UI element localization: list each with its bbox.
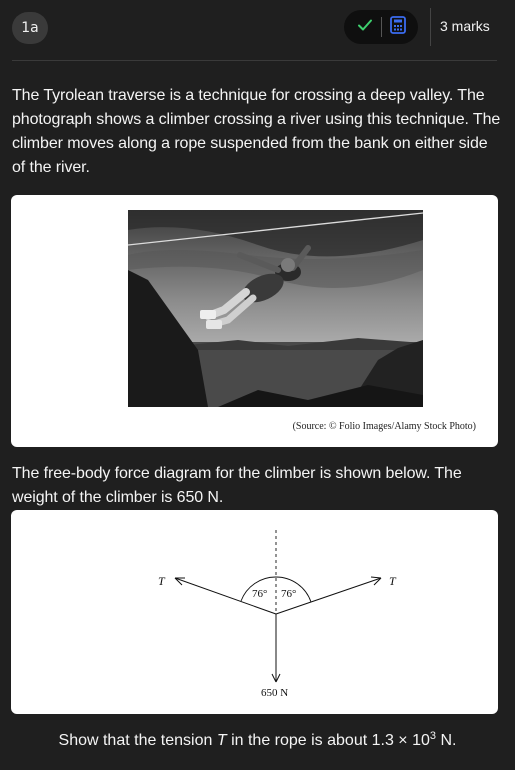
left-tension-arrow bbox=[174, 577, 277, 615]
right-tension-arrow bbox=[275, 577, 382, 615]
right-force-label: T bbox=[389, 574, 397, 588]
right-angle-label: 76° bbox=[281, 588, 296, 600]
weight-label: 650 N bbox=[261, 687, 288, 699]
photo-source-caption: (Source: © Folio Images/Alamy Stock Phot… bbox=[292, 421, 476, 432]
task-middle: in the rope is about 1.3 × 10 bbox=[226, 732, 430, 749]
task-exponent: 3 bbox=[429, 730, 437, 742]
header-rule bbox=[12, 60, 497, 61]
intro-text: The Tyrolean traverse is a technique for… bbox=[12, 87, 501, 176]
question-header: 1a 3 marks bbox=[0, 0, 515, 60]
diagram-card: T T 76° 76° 650 N bbox=[11, 510, 498, 714]
left-force-label: T bbox=[158, 574, 166, 588]
tool-group bbox=[344, 10, 418, 44]
task-prompt: Show that the tension T in the rope is a… bbox=[0, 730, 515, 750]
free-body-diagram: T T 76° 76° 650 N bbox=[158, 530, 397, 699]
right-angle-arc bbox=[275, 576, 312, 603]
marks-label: 3 marks bbox=[440, 18, 490, 34]
question-number-badge[interactable]: 1a bbox=[12, 12, 48, 44]
task-variable: T bbox=[216, 732, 227, 749]
climber-photo bbox=[128, 210, 423, 407]
left-angle-arc bbox=[240, 576, 277, 602]
diagram-intro-text: The free-body force diagram for the clim… bbox=[12, 465, 462, 506]
task-suffix: N. bbox=[436, 732, 457, 749]
question-number: 1a bbox=[21, 20, 39, 36]
photo-card: (Source: © Folio Images/Alamy Stock Phot… bbox=[11, 195, 498, 447]
calculator-icon[interactable] bbox=[389, 16, 406, 38]
left-angle-label: 76° bbox=[252, 588, 267, 600]
tool-divider bbox=[380, 17, 382, 37]
header-divider bbox=[430, 8, 431, 46]
check-icon[interactable] bbox=[357, 17, 373, 37]
task-prefix: Show that the tension bbox=[58, 732, 217, 749]
